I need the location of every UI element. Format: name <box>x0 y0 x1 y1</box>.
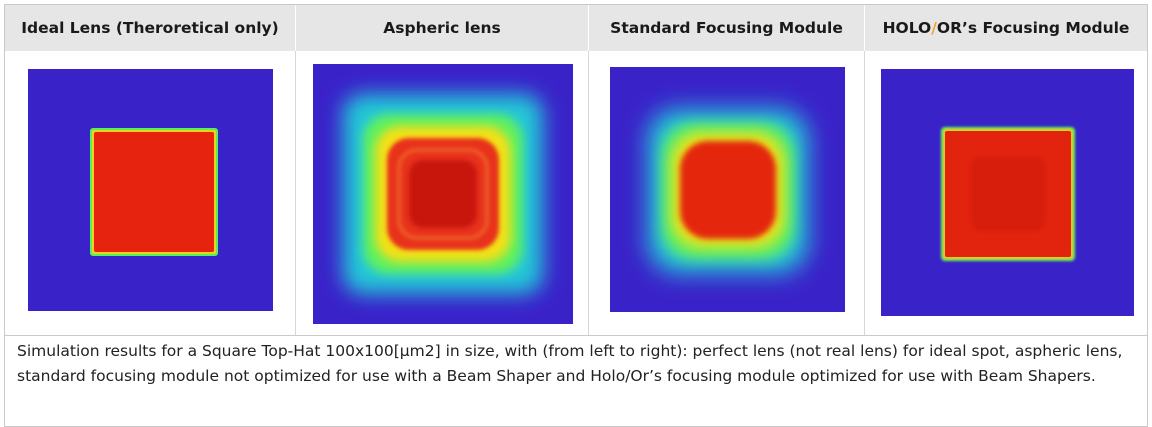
header-ideal-lens-label: Ideal Lens (Theroretical only) <box>21 19 279 37</box>
header-holo-suffix: OR’s Focusing Module <box>936 19 1130 37</box>
cell-ideal-lens <box>5 51 296 335</box>
header-holo-prefix: HOLO <box>882 19 932 37</box>
header-aspheric-lens-label: Aspheric lens <box>383 19 501 37</box>
ideal-lens-panel <box>28 69 273 311</box>
header-holo-or-module: HOLO / OR’s Focusing Module <box>865 5 1147 51</box>
header-aspheric-lens: Aspheric lens <box>296 5 589 51</box>
simulation-images-row <box>5 51 1147 336</box>
standard-module-panel <box>610 67 845 312</box>
results-table: Ideal Lens (Theroretical only) Aspheric … <box>4 4 1148 427</box>
cell-standard-module <box>589 51 865 335</box>
cell-aspheric-lens <box>296 51 589 335</box>
holo-or-module-panel <box>881 69 1134 316</box>
header-holo-slash: / <box>931 19 937 37</box>
header-ideal-lens: Ideal Lens (Theroretical only) <box>5 5 296 51</box>
header-standard-module: Standard Focusing Module <box>589 5 865 51</box>
header-standard-module-label: Standard Focusing Module <box>610 19 843 37</box>
aspheric-lens-panel <box>313 64 573 324</box>
figure-caption: Simulation results for a Square Top-Hat … <box>17 342 1123 385</box>
cell-holo-or-module <box>865 51 1147 335</box>
table-header-row: Ideal Lens (Theroretical only) Aspheric … <box>5 5 1147 51</box>
